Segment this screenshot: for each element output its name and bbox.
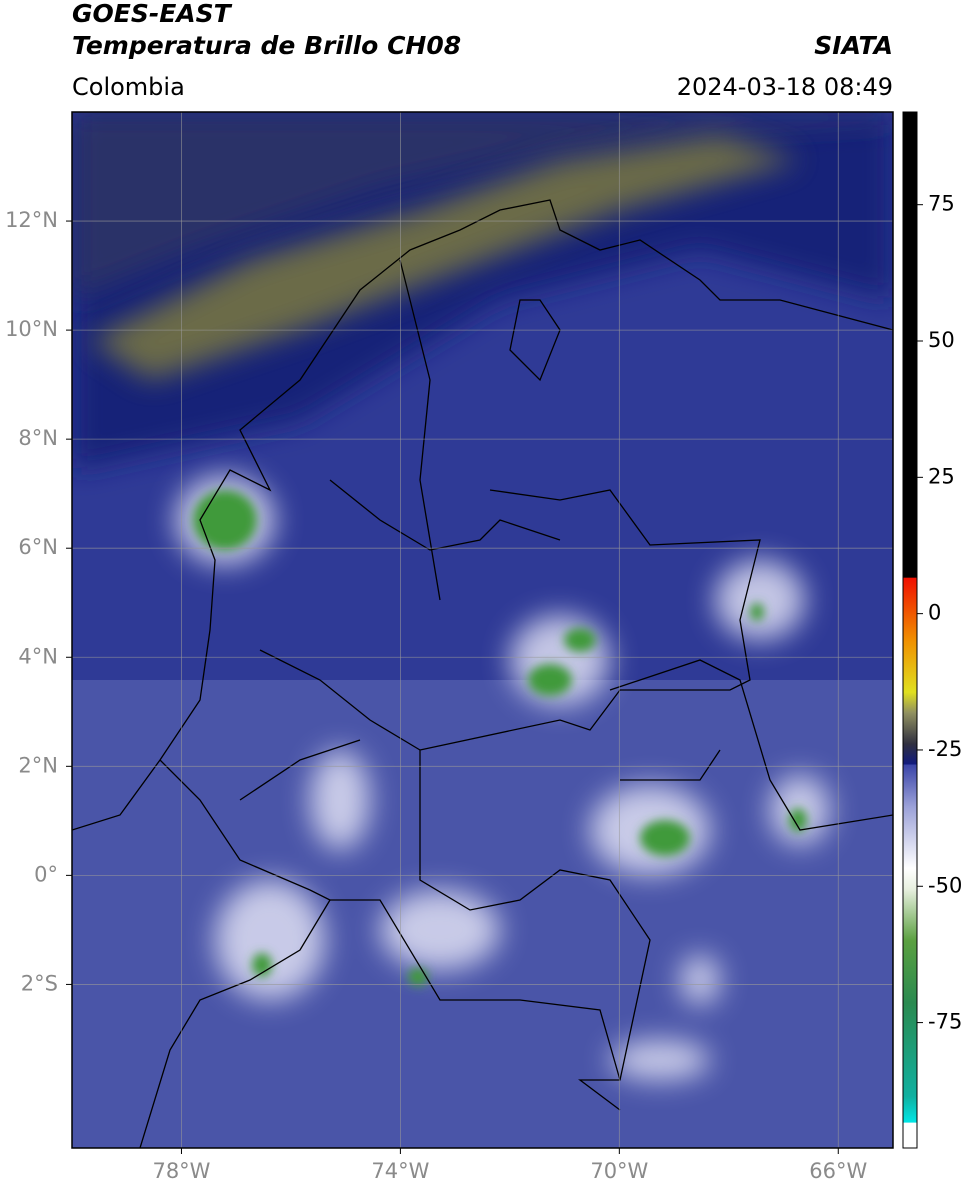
subtitle: Temperatura de Brillo CH08 bbox=[72, 31, 461, 60]
y-tick-label: 4°N bbox=[18, 644, 58, 668]
map-frame bbox=[71, 111, 894, 1149]
colorbar-label: 75 bbox=[928, 192, 955, 216]
colorbar bbox=[902, 111, 918, 1149]
x-tick-label: 66°W bbox=[809, 1159, 867, 1183]
colorbar-label: 0 bbox=[928, 601, 941, 625]
datetime: 2024-03-18 08:49 bbox=[677, 73, 893, 101]
y-tick-label: 2°S bbox=[21, 971, 58, 995]
y-tick-label: 6°N bbox=[18, 535, 58, 559]
x-tick-label: 74°W bbox=[371, 1159, 429, 1183]
colorbar-label: -25 bbox=[928, 737, 962, 761]
y-tick-label: 12°N bbox=[5, 208, 58, 232]
y-tick-label: 10°N bbox=[5, 317, 58, 341]
title: GOES-EAST bbox=[72, 0, 233, 28]
satellite-image bbox=[72, 112, 893, 1148]
y-tick-label: 0° bbox=[34, 862, 58, 886]
x-tick-label: 78°W bbox=[152, 1159, 210, 1183]
y-tick-label: 2°N bbox=[18, 753, 58, 777]
colorbar-label: 50 bbox=[928, 328, 955, 352]
colorbar-label: -75 bbox=[928, 1010, 962, 1034]
y-tick-label: 8°N bbox=[18, 426, 58, 450]
borders bbox=[72, 199, 893, 1148]
x-tick-label: 70°W bbox=[590, 1159, 648, 1183]
colorbar-label: 25 bbox=[928, 464, 955, 488]
colorbar-label: -50 bbox=[928, 873, 962, 897]
source: SIATA bbox=[814, 31, 893, 60]
region: Colombia bbox=[72, 73, 185, 101]
